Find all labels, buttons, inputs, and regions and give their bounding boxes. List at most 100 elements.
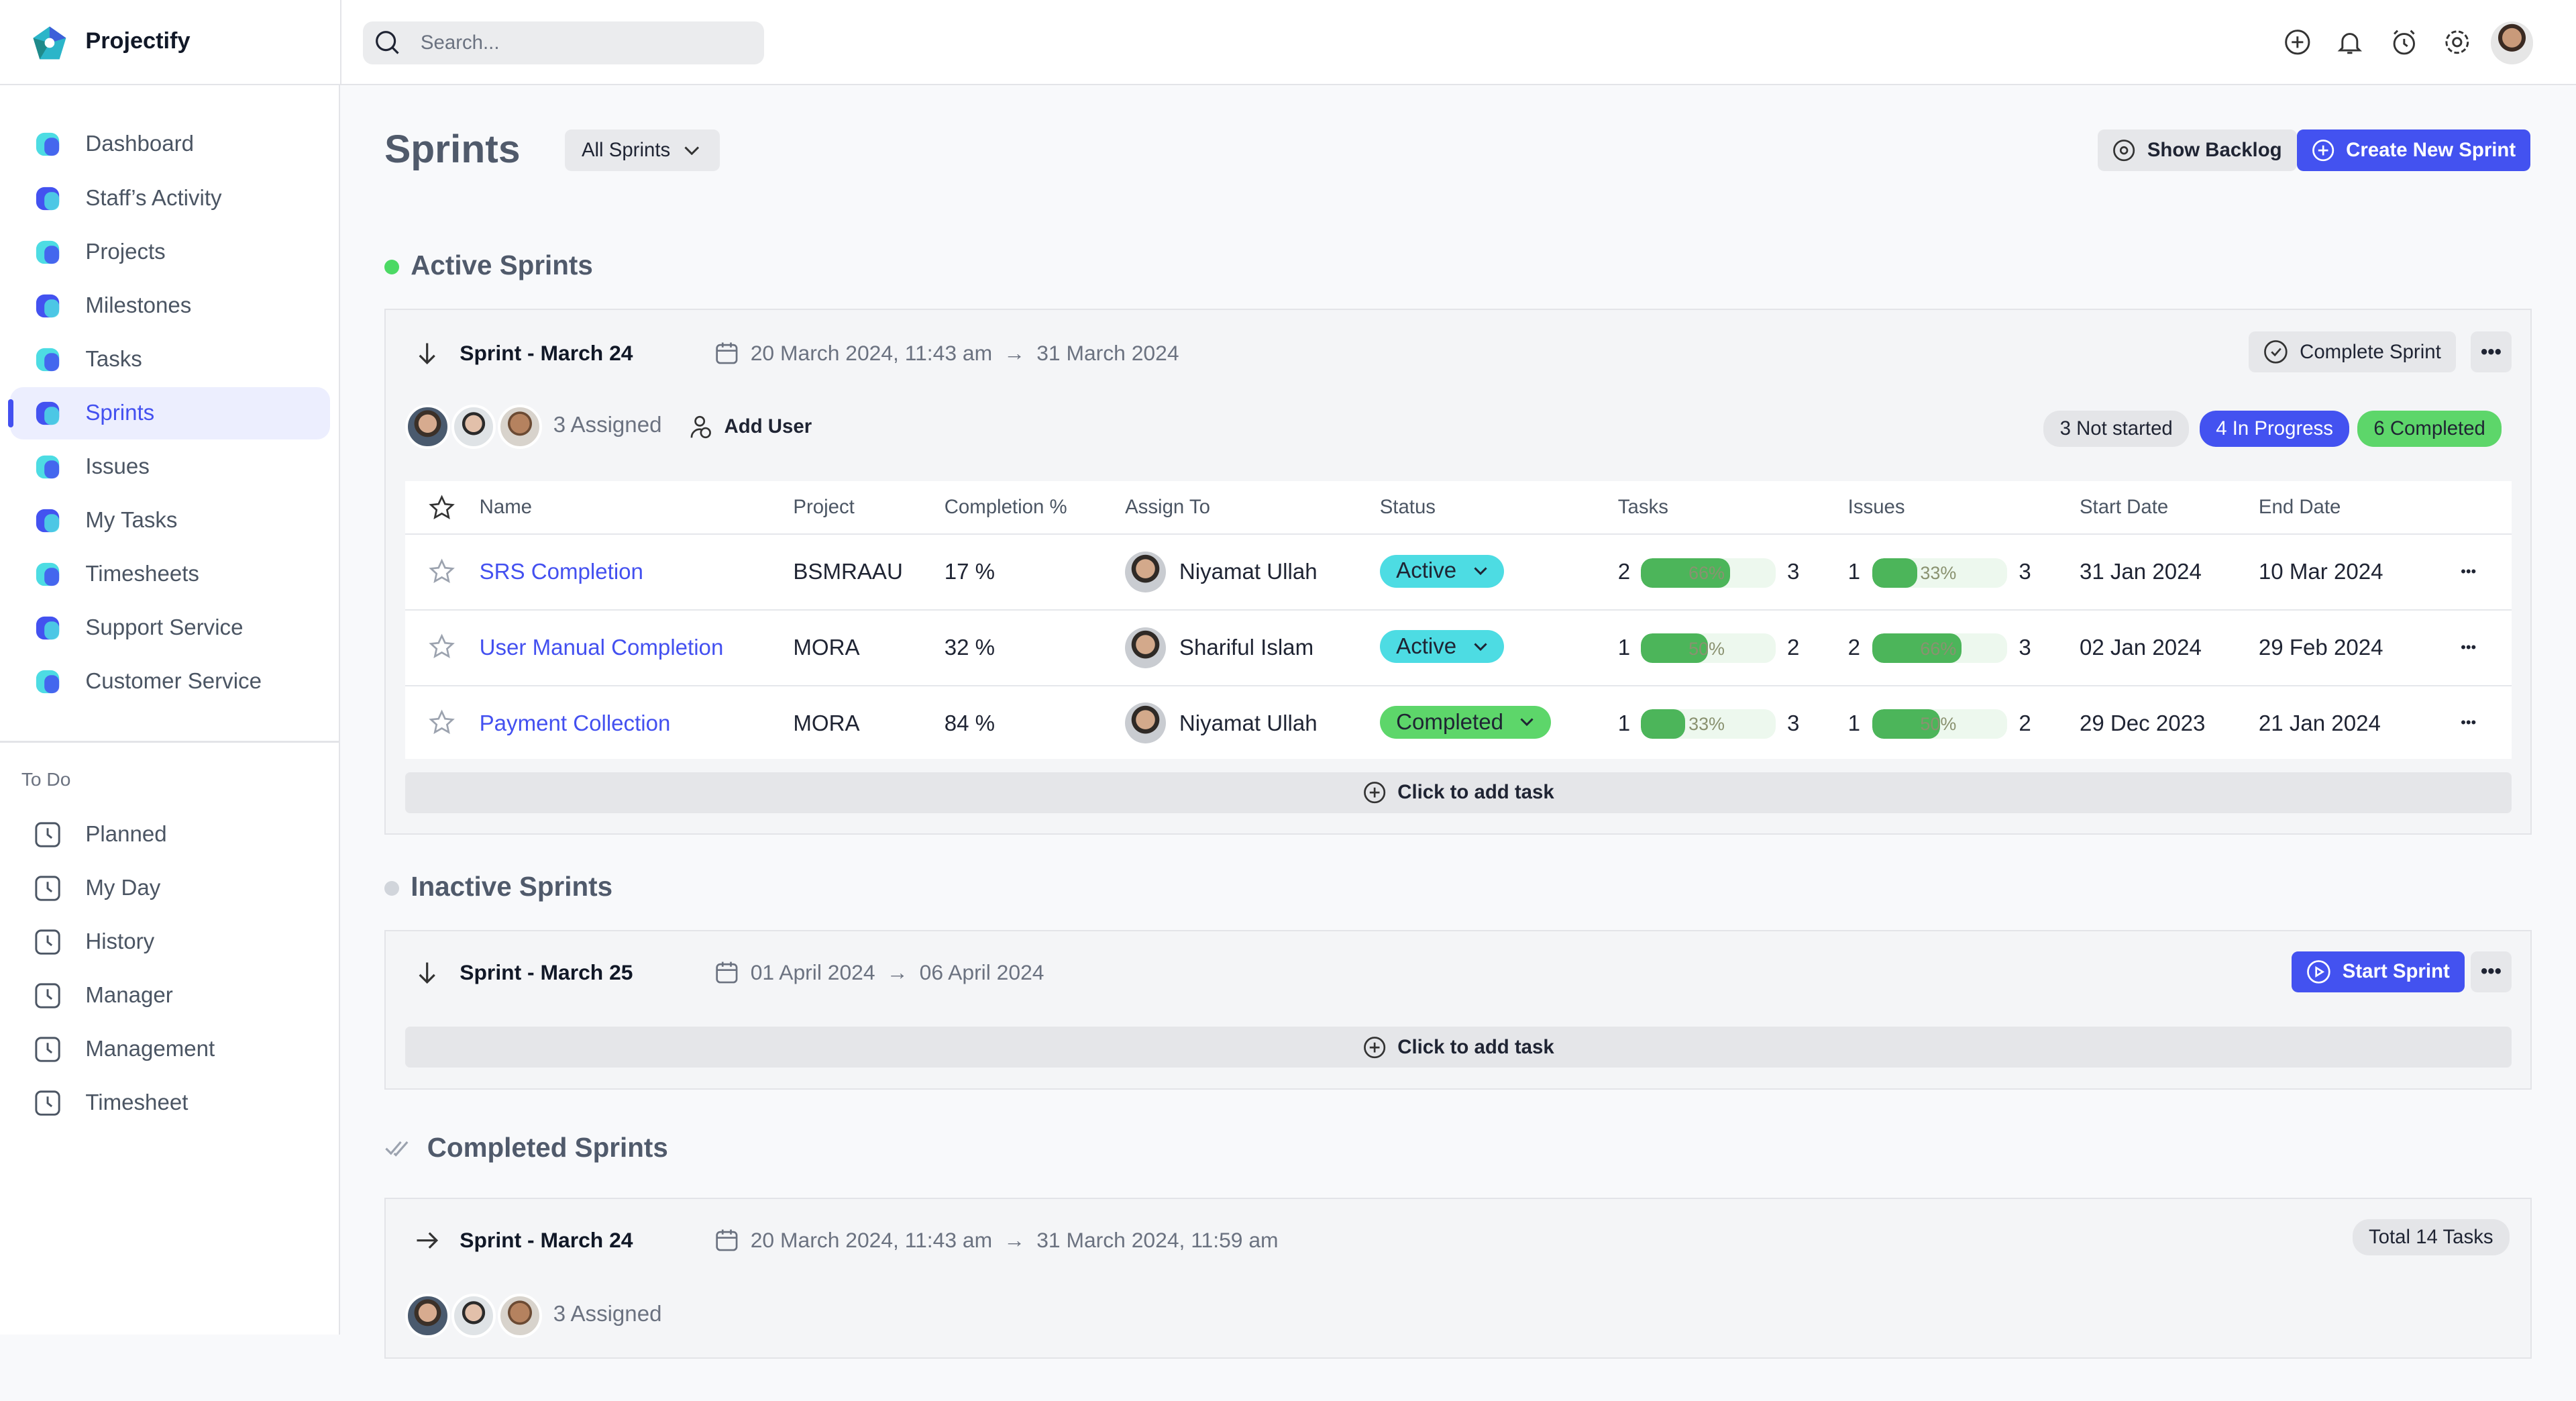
todo-item-planned[interactable]: Planned xyxy=(10,809,331,861)
avatar xyxy=(405,405,450,450)
task-name-link[interactable]: Payment Collection xyxy=(479,711,671,736)
sidebar-item-sprints[interactable]: Sprints xyxy=(9,386,331,440)
sidebar-item-label: Sprints xyxy=(85,400,155,425)
sidebar-item-tasks[interactable]: Tasks xyxy=(10,333,331,386)
column-header-issues[interactable]: Issues xyxy=(1847,496,1905,519)
star-icon[interactable] xyxy=(429,558,455,584)
issues-progress-fill xyxy=(1872,558,1917,588)
more-options-button[interactable]: ••• xyxy=(2470,951,2512,992)
projectify-logo[interactable] xyxy=(32,25,68,61)
user-avatar[interactable] xyxy=(2490,21,2534,64)
sidebar-item-my-tasks[interactable]: My Tasks xyxy=(10,495,331,547)
todo-item-label: Manager xyxy=(85,983,173,1008)
tasks-progress-bar: 66% xyxy=(1641,558,1776,588)
arrow-right-icon[interactable] xyxy=(415,1231,439,1250)
todo-item-manager[interactable]: Manager xyxy=(10,970,331,1022)
user-icon xyxy=(33,981,62,1010)
issues-total: 3 xyxy=(2019,560,2031,585)
column-header-name[interactable]: Name xyxy=(479,496,532,519)
assigned-count: 3 Assigned xyxy=(553,1302,662,1327)
star-icon[interactable] xyxy=(429,495,455,521)
task-name-link[interactable]: SRS Completion xyxy=(479,560,643,585)
sprint-end: 06 April 2024 xyxy=(919,959,1044,984)
tasks-progress-fill xyxy=(1641,633,1709,664)
sidebar-item-timesheets[interactable]: Timesheets xyxy=(10,548,331,601)
sidebar-item-projects[interactable]: Projects xyxy=(10,225,331,278)
assigned-avatars[interactable]: 3 Assigned xyxy=(405,1294,662,1339)
activity-icon xyxy=(33,184,62,213)
more-options-button[interactable]: ••• xyxy=(2470,331,2512,373)
issues-progress-bar: 66% xyxy=(1872,633,2008,664)
issues-percent: 33% xyxy=(1920,563,1957,584)
column-header-assign-to[interactable]: Assign To xyxy=(1125,496,1210,519)
todo-item-history[interactable]: History xyxy=(10,916,331,968)
in-progress-badge[interactable]: 4 In Progress xyxy=(2199,410,2350,447)
issues-progress-bar: 50% xyxy=(1872,709,2008,739)
not-started-badge[interactable]: 3 Not started xyxy=(2043,410,2190,447)
search-icon xyxy=(376,31,399,54)
sidebar-item-label: Customer Service xyxy=(85,669,262,694)
more-dots-icon: ••• xyxy=(2481,960,2502,983)
settings-gear-icon[interactable] xyxy=(2443,28,2471,56)
show-backlog-button[interactable]: Show Backlog xyxy=(2098,129,2297,171)
sidebar-item-support-service[interactable]: Support Service xyxy=(10,602,331,654)
add-user-icon xyxy=(690,415,711,439)
assignee-avatar xyxy=(1125,627,1167,668)
column-header-project[interactable]: Project xyxy=(793,496,855,519)
status-value: Active xyxy=(1396,633,1457,659)
users-icon xyxy=(33,667,62,696)
column-header-end-date[interactable]: End Date xyxy=(2258,496,2341,519)
bell-icon[interactable] xyxy=(2336,28,2364,56)
arrow-down-icon[interactable] xyxy=(417,961,437,984)
star-icon[interactable] xyxy=(429,633,455,660)
add-user-label: Add User xyxy=(724,415,812,438)
create-new-sprint-button[interactable]: Create New Sprint xyxy=(2296,129,2531,171)
sprint-title[interactable]: Sprint - March 24 xyxy=(460,340,633,365)
arrow-down-icon[interactable] xyxy=(417,342,437,365)
sprint-filter-dropdown[interactable]: All Sprints xyxy=(565,129,720,171)
column-header-tasks[interactable]: Tasks xyxy=(1617,496,1668,519)
column-header-start-date[interactable]: Start Date xyxy=(2079,496,2169,519)
row-more-icon[interactable]: ••• xyxy=(2461,563,2477,580)
status-dropdown[interactable]: Completed xyxy=(1379,706,1551,739)
todo-item-my-day[interactable]: My Day xyxy=(10,862,331,915)
status-dropdown[interactable]: Active xyxy=(1379,630,1505,664)
start-sprint-button[interactable]: Start Sprint xyxy=(2291,951,2465,992)
sidebar-item-customer-service[interactable]: Customer Service xyxy=(10,656,331,708)
add-user-button[interactable]: Add User xyxy=(688,415,812,439)
todo-item-timesheet[interactable]: Timesheet xyxy=(10,1077,331,1129)
add-task-button[interactable]: Click to add task xyxy=(405,1027,2512,1068)
sidebar xyxy=(0,85,340,1335)
task-name-link[interactable]: User Manual Completion xyxy=(479,635,724,660)
star-icon[interactable] xyxy=(429,709,455,735)
todo-item-label: Management xyxy=(85,1037,215,1062)
start-sprint-label: Start Sprint xyxy=(2342,960,2450,983)
divider xyxy=(339,0,342,86)
end-date: 10 Mar 2024 xyxy=(2258,560,2383,585)
assignee-avatar xyxy=(1125,551,1167,593)
sidebar-item-issues[interactable]: Issues xyxy=(10,441,331,493)
search-input[interactable]: Search... xyxy=(363,21,764,64)
sidebar-item-label: Timesheets xyxy=(85,562,199,587)
add-circle-icon[interactable] xyxy=(2284,28,2312,56)
alarm-clock-icon[interactable] xyxy=(2390,28,2418,56)
column-header-status[interactable]: Status xyxy=(1379,496,1436,519)
todo-item-label: My Day xyxy=(85,876,161,901)
issues-total: 3 xyxy=(2019,635,2031,660)
tasks-percent: 50% xyxy=(1688,638,1725,659)
sidebar-item-milestones[interactable]: Milestones xyxy=(10,280,331,332)
assigned-avatars[interactable]: 3 Assigned xyxy=(405,405,661,450)
sidebar-item-staff-s-activity[interactable]: Staff’s Activity xyxy=(10,172,331,224)
sprint-title[interactable]: Sprint - March 24 xyxy=(460,1228,633,1253)
status-dropdown[interactable]: Active xyxy=(1379,554,1505,588)
sidebar-item-dashboard[interactable]: Dashboard xyxy=(10,118,331,170)
completed-badge[interactable]: 6 Completed xyxy=(2357,410,2502,447)
complete-sprint-button[interactable]: Complete Sprint xyxy=(2249,331,2456,373)
sidebar-item-label: My Tasks xyxy=(85,508,178,533)
column-header-completion[interactable]: Completion % xyxy=(944,496,1067,519)
add-task-button[interactable]: Click to add task xyxy=(405,772,2512,813)
row-more-icon[interactable]: ••• xyxy=(2461,638,2477,656)
row-more-icon[interactable]: ••• xyxy=(2461,714,2477,731)
sprint-title[interactable]: Sprint - March 25 xyxy=(460,959,633,984)
todo-item-management[interactable]: Management xyxy=(10,1023,331,1076)
